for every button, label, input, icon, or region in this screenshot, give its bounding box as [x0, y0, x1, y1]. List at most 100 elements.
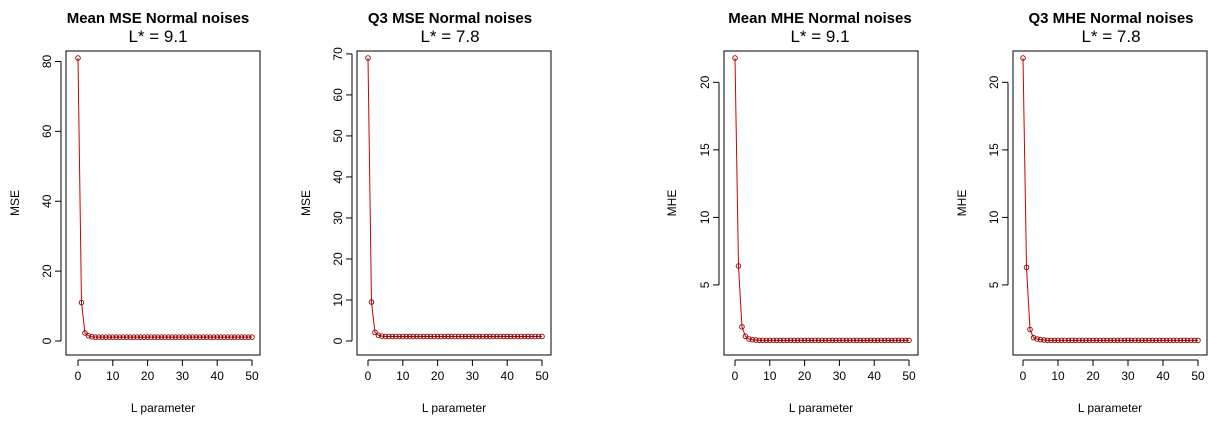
- data-point: [861, 337, 867, 344]
- data-point: [210, 334, 217, 340]
- data-point: [854, 337, 860, 344]
- panel-subtitle: L* = 9.1: [790, 27, 849, 46]
- data-point: [1048, 337, 1054, 344]
- data-point: [1020, 55, 1026, 61]
- data-point: [130, 334, 137, 340]
- data-point: [1139, 337, 1145, 344]
- data-point: [497, 333, 503, 340]
- axes-ticks: 0 10 20 30 40 50 0 10 20 30 40 50 60 70: [331, 47, 549, 383]
- panel-mean-mse: Mean MSE Normal noises L* = 9.1 L parame…: [8, 10, 261, 415]
- data-point: [784, 337, 790, 344]
- x-tick-label: 20: [431, 369, 445, 383]
- data-point: [96, 334, 102, 340]
- data-point: [75, 55, 81, 61]
- data-point: [1034, 336, 1040, 342]
- data-point: [843, 337, 850, 344]
- data-point: [801, 337, 808, 344]
- y-tick-label: 20: [987, 75, 1001, 89]
- data-point: [151, 334, 158, 340]
- data-point: [902, 337, 909, 344]
- data-point: [480, 333, 486, 340]
- data-point: [92, 334, 99, 340]
- data-point: [452, 333, 458, 340]
- data-point: [1153, 337, 1159, 344]
- data-point: [162, 334, 168, 340]
- data-point: [141, 334, 147, 340]
- data-point: [500, 333, 507, 340]
- x-tick-label: 30: [176, 369, 190, 383]
- y-tick-label: 0: [40, 337, 54, 344]
- data-point: [815, 337, 822, 344]
- data-point: [407, 333, 413, 340]
- data-point: [1079, 337, 1086, 344]
- data-point: [857, 337, 864, 344]
- data-point: [1086, 337, 1093, 344]
- data-point: [829, 337, 836, 344]
- data-point: [396, 333, 403, 340]
- data-point: [165, 334, 172, 340]
- data-point: [899, 337, 905, 344]
- data-point: [518, 333, 524, 340]
- data-point: [372, 329, 378, 336]
- data-point: [417, 333, 423, 340]
- x-axis-label: L parameter: [131, 401, 195, 415]
- data-point: [735, 263, 742, 269]
- axes-ticks: 0 10 20 30 40 50 0 20 40 60 80: [40, 54, 259, 383]
- data-point: [1156, 337, 1163, 344]
- data-point: [833, 337, 839, 344]
- y-tick-label: 20: [698, 75, 712, 89]
- data-point: [1093, 337, 1100, 344]
- data-point: [207, 334, 213, 340]
- data-point: [746, 336, 752, 342]
- data-point: [1069, 337, 1075, 344]
- data-point: [445, 333, 451, 340]
- y-tick-label: 60: [40, 124, 54, 138]
- y-tick-label: 10: [987, 210, 1001, 224]
- data-point: [867, 337, 874, 344]
- data-point: [490, 333, 497, 340]
- y-tick-label: 20: [331, 252, 345, 266]
- x-tick-label: 50: [902, 369, 916, 383]
- data-point: [770, 337, 777, 344]
- data-point: [1062, 337, 1068, 344]
- data-point: [106, 334, 113, 340]
- x-tick-label: 20: [141, 369, 155, 383]
- plot-frame: [723, 50, 919, 356]
- data-point: [197, 334, 203, 340]
- data-point: [528, 333, 535, 340]
- data-point: [756, 337, 763, 344]
- data-point: [459, 333, 465, 340]
- x-tick-label: 10: [1051, 369, 1065, 383]
- data-point: [812, 337, 818, 344]
- data-point: [441, 333, 448, 340]
- y-tick-label: 15: [987, 143, 1001, 157]
- data-point: [466, 333, 472, 340]
- panel-title: Mean MSE Normal noises: [67, 10, 250, 27]
- data-point: [808, 337, 815, 344]
- x-tick-label: 20: [1086, 369, 1100, 383]
- data-point: [763, 337, 770, 344]
- x-tick-label: 10: [106, 369, 120, 383]
- data-point: [169, 334, 175, 340]
- data-point: [190, 334, 196, 340]
- x-tick-label: 40: [868, 369, 882, 383]
- panel-q3-mse: Q3 MSE Normal noises L* = 7.8 L paramete…: [299, 10, 552, 415]
- data-point: [514, 333, 521, 340]
- plot-frame: [356, 50, 552, 356]
- data-point: [431, 333, 437, 340]
- data-point: [521, 333, 528, 340]
- data-point: [1030, 334, 1037, 341]
- data-point: [434, 333, 441, 340]
- data-point: [193, 334, 200, 340]
- data-point: [836, 337, 843, 344]
- x-tick-label: 10: [763, 369, 777, 383]
- data-point: [1160, 337, 1166, 344]
- data-point: [1051, 337, 1058, 344]
- plot-frame: [1012, 50, 1208, 356]
- plot-frame: [65, 50, 261, 356]
- data-point: [780, 337, 787, 344]
- x-tick-label: 0: [75, 369, 82, 383]
- panel-subtitle: L* = 7.8: [1081, 27, 1140, 46]
- x-tick-label: 50: [1191, 369, 1205, 383]
